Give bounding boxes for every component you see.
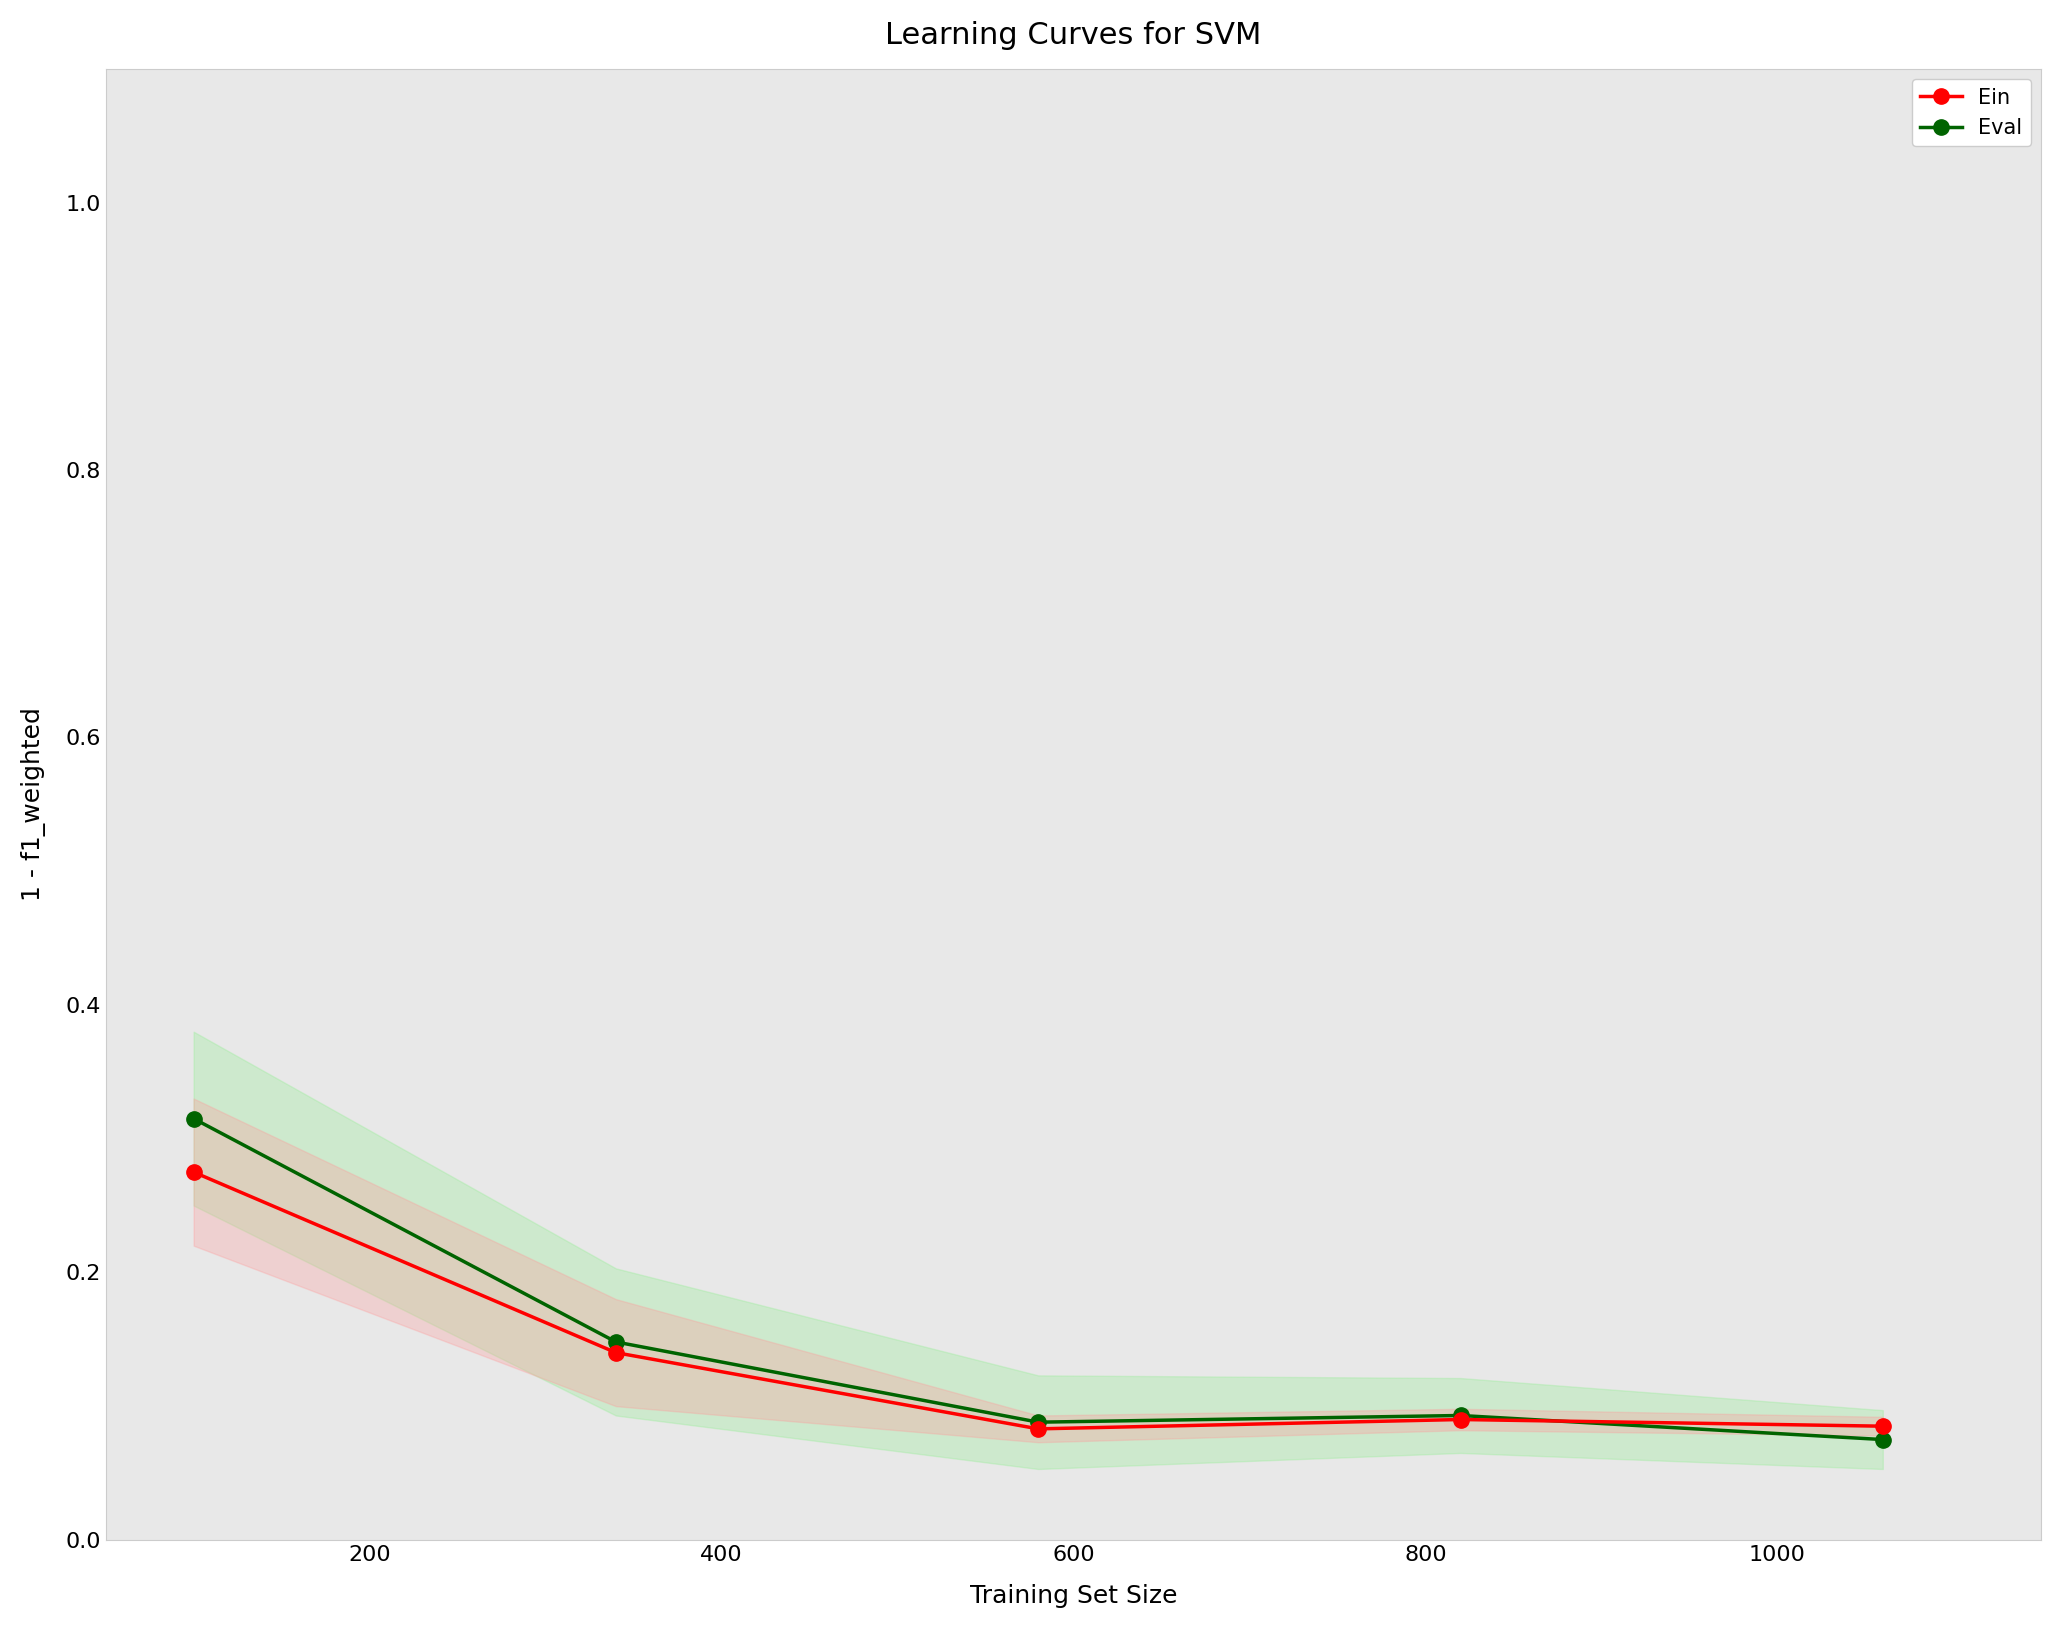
Y-axis label: 1 - f1_weighted: 1 - f1_weighted (21, 707, 45, 901)
Eval (1870, 1430, 1895, 1450)
Eval (1448, 1406, 1472, 1425)
Line: Eval: Eval (186, 1111, 1891, 1447)
Eval (1025, 1412, 1050, 1432)
Ein (181, 1163, 206, 1183)
Ein (1448, 1409, 1472, 1429)
X-axis label: Training Set Size: Training Set Size (969, 1583, 1177, 1608)
Eval (181, 1109, 206, 1129)
Title: Learning Curves for SVM: Learning Curves for SVM (885, 21, 1262, 50)
Ein (1025, 1419, 1050, 1438)
Line: Ein: Ein (186, 1165, 1891, 1437)
Ein (1870, 1417, 1895, 1437)
Ein (604, 1342, 629, 1362)
Legend: Ein, Eval: Ein, Eval (1911, 80, 2031, 147)
Eval (604, 1333, 629, 1352)
